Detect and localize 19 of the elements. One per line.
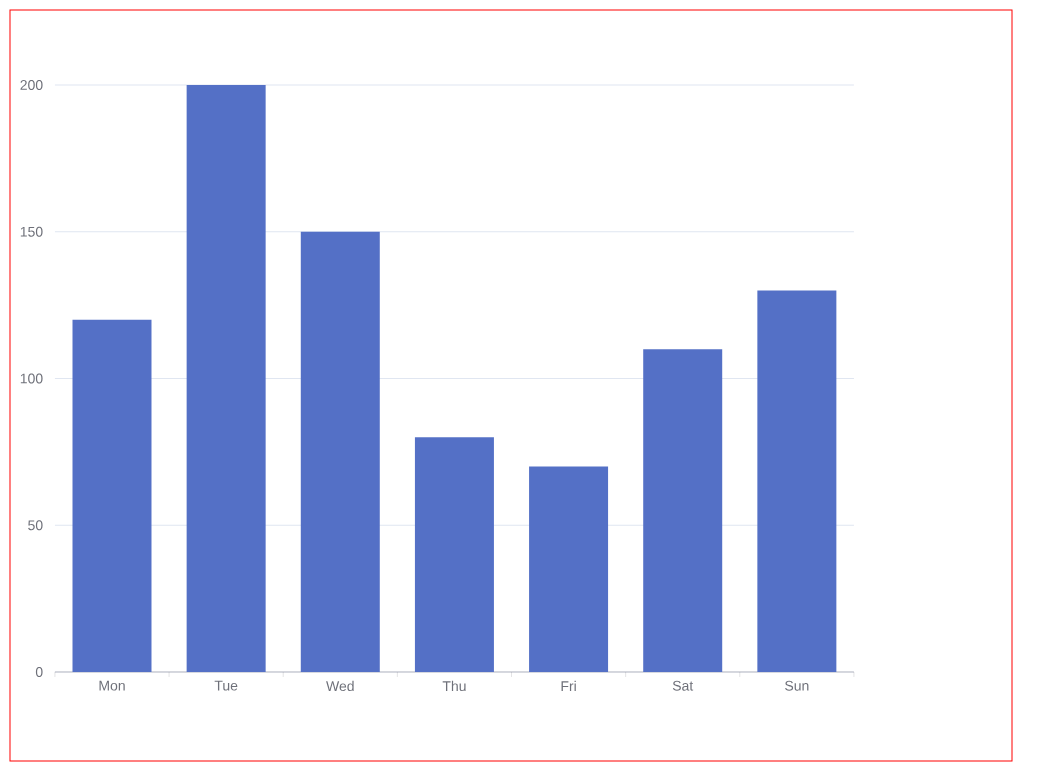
x-tick-label: Mon [99,680,125,691]
y-tick-label: 150 [20,226,43,237]
bar [757,290,837,672]
bar [186,85,266,672]
x-tick-label: Fri [561,680,576,691]
y-tick-label: 0 [35,667,43,677]
x-tick-label: Tue [214,680,238,691]
y-tick-label: 200 [20,80,43,90]
y-tick-label: 100 [20,373,43,384]
x-tick-label: Sun [785,680,809,691]
bar [414,437,494,672]
bar [72,319,152,672]
y-tick-label: 50 [28,520,43,531]
bar [643,349,723,672]
x-tick-label: Thu [442,680,466,692]
bar [300,231,380,672]
x-tick-label: Wed [326,680,354,692]
x-tick-label: Sat [672,680,694,691]
bar [529,466,609,672]
